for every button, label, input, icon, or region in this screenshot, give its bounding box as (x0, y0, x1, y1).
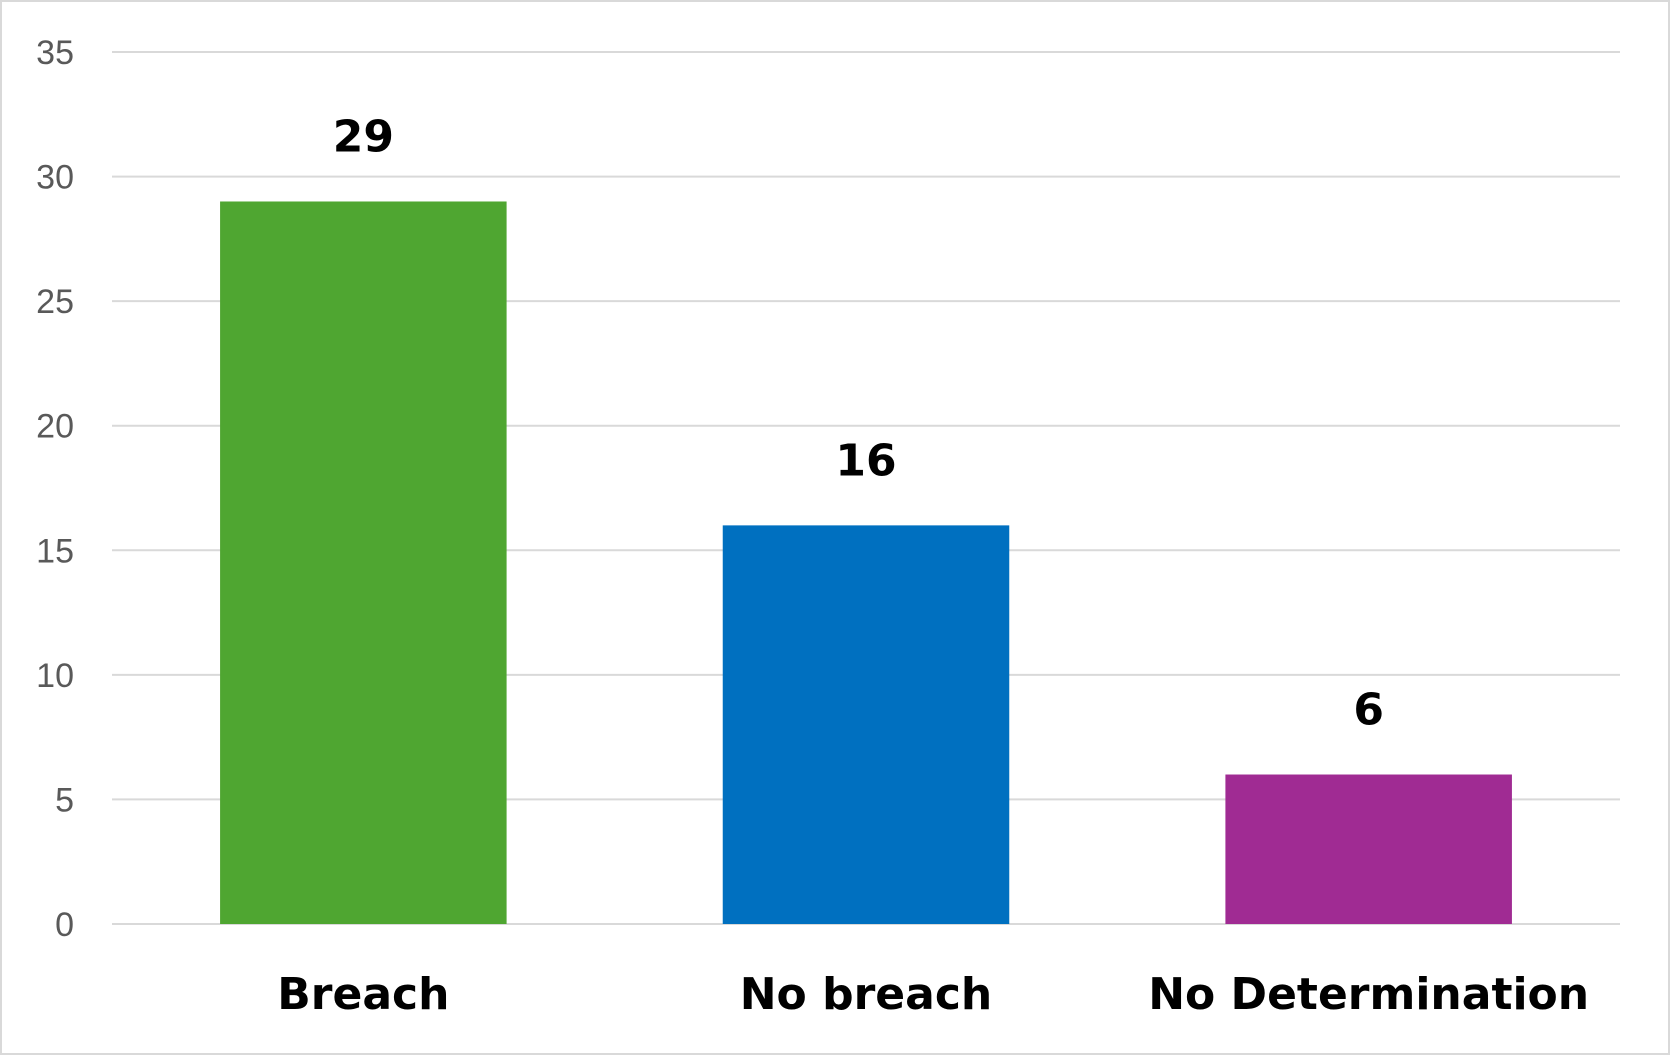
y-tick-label: 10 (36, 657, 74, 695)
y-tick-label: 5 (55, 781, 74, 819)
data-labels: 29 16 6 (333, 111, 1384, 735)
bar-no-determination (1225, 774, 1512, 924)
bars (220, 201, 1512, 924)
bar-breach (220, 201, 507, 924)
y-axis-tick-labels: 0 5 10 15 20 25 30 35 (36, 34, 74, 944)
x-category-label: No Determination (1148, 969, 1589, 1020)
data-label: 16 (835, 435, 896, 486)
y-tick-label: 30 (36, 159, 74, 197)
data-label: 6 (1353, 685, 1384, 736)
y-tick-label: 25 (36, 283, 74, 321)
y-tick-label: 0 (55, 906, 74, 944)
x-category-label: No breach (740, 969, 993, 1020)
data-label: 29 (333, 111, 394, 162)
y-tick-label: 20 (36, 408, 74, 446)
x-axis-category-labels: Breach No breach No Determination (277, 969, 1589, 1020)
bar-no-breach (722, 525, 1010, 924)
y-tick-label: 15 (36, 532, 74, 570)
x-category-label: Breach (277, 969, 449, 1020)
y-tick-label: 35 (36, 34, 74, 72)
